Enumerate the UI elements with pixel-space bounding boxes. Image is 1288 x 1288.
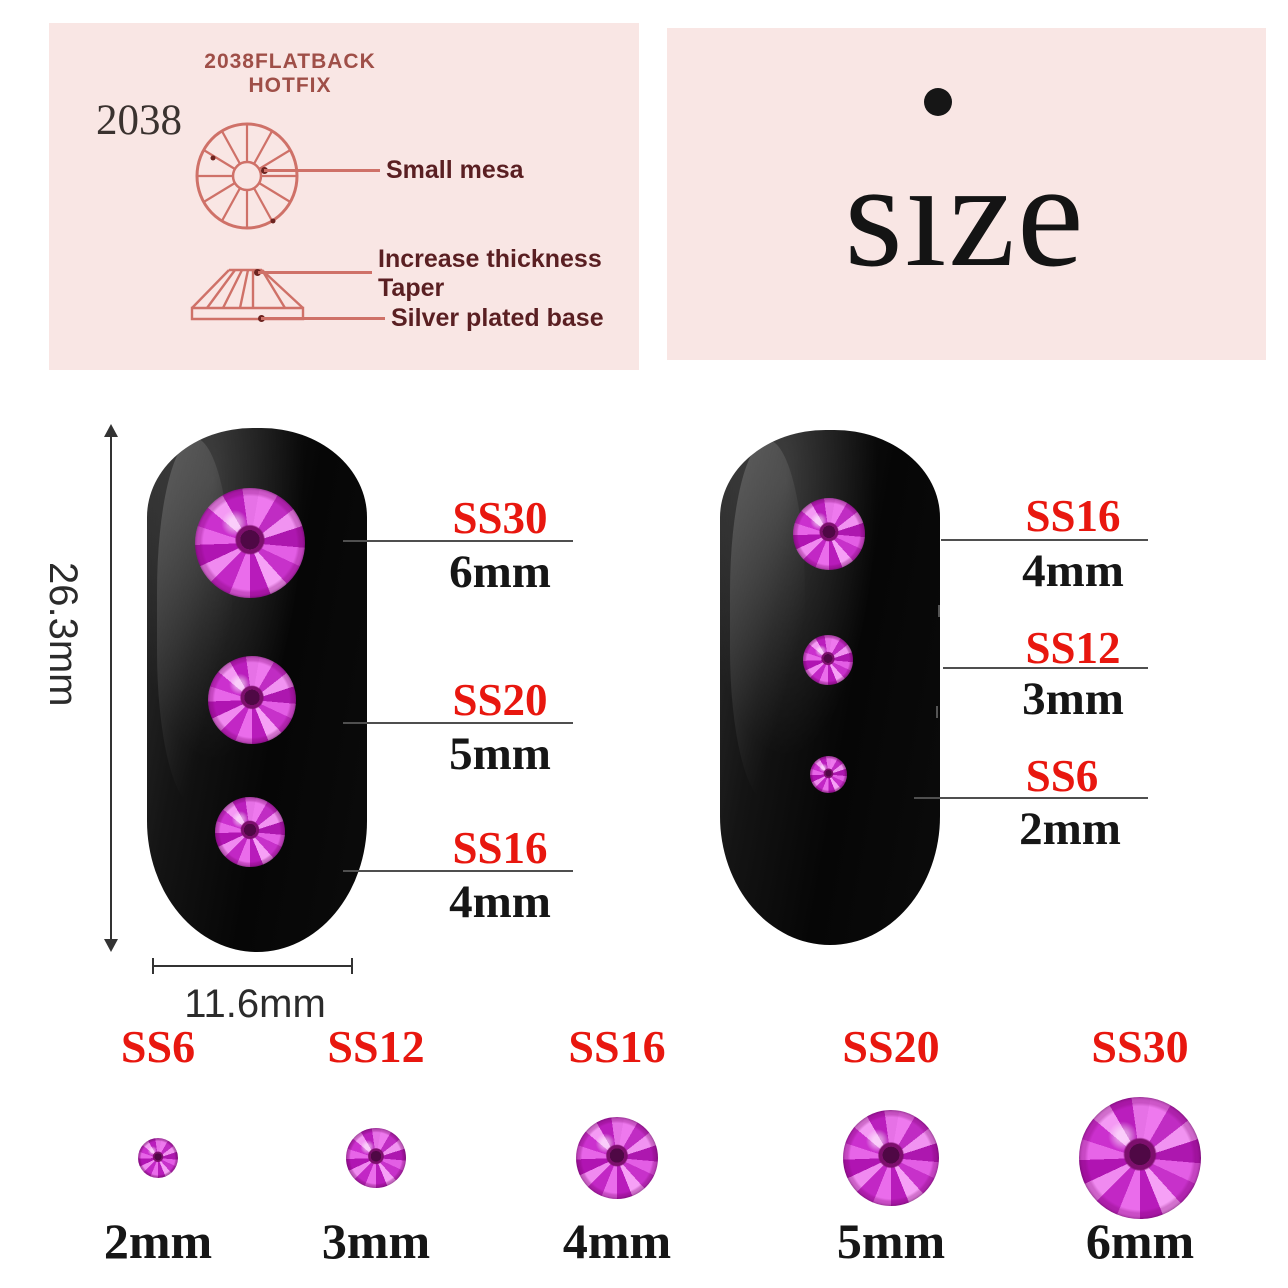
gem-ss12 (803, 635, 853, 685)
callout-size: 4mm (1022, 545, 1124, 597)
chart-code: SS30 (1091, 1021, 1189, 1072)
chart-code: SS20 (842, 1021, 940, 1072)
size-panel-title: sıze (844, 132, 1086, 298)
size-chart-column: SS20 5mm (796, 1021, 986, 1288)
size-chart-column: SS6 2mm (63, 1021, 253, 1288)
callout-code: SS12 (1025, 623, 1121, 673)
callout-line (343, 870, 573, 872)
callout-code: SS16 (452, 823, 548, 873)
spec-panel-title: 2038FLATBACK HOTFIX (204, 50, 376, 97)
callout-line (343, 540, 573, 542)
callout-line (343, 722, 573, 724)
thickness-anchor-dot (254, 269, 261, 276)
left-nail (147, 428, 367, 952)
size-title-dot (924, 88, 952, 116)
height-dimension-line (110, 436, 112, 940)
rhinestone-side-view-diagram (190, 268, 305, 321)
size-panel: sıze (667, 28, 1266, 360)
chart-code: SS12 (327, 1021, 425, 1072)
chart-gem-ss16 (576, 1117, 658, 1199)
chart-size: 4mm (562, 1213, 672, 1269)
nail-width-label: 11.6mm (184, 982, 326, 1026)
chart-gem-ss12 (346, 1128, 406, 1188)
callout-size: 4mm (449, 876, 551, 928)
nail-height-label: 26.3mm (41, 562, 85, 707)
base-leader-line (261, 317, 385, 320)
size-chart-column: SS16 4mm (522, 1021, 712, 1288)
gem-ss16 (793, 498, 865, 570)
chart-size: 6mm (1085, 1213, 1195, 1269)
width-dimension-line (153, 965, 352, 967)
dim-arrow-top (104, 424, 118, 437)
gem-ss20 (208, 656, 296, 744)
chart-size: 2mm (103, 1213, 213, 1269)
base-label: Silver plated base (391, 304, 604, 332)
width-dim-tick-right (351, 958, 353, 974)
gem-ss16 (215, 797, 285, 867)
callout-line (943, 667, 1148, 669)
callout-code: SS6 (1025, 751, 1099, 801)
gem-ss30 (195, 488, 305, 598)
callout-code: SS16 (1025, 491, 1121, 541)
callout-line (914, 797, 1148, 799)
size-chart-column: SS12 3mm (281, 1021, 471, 1288)
taper-label: Taper (378, 274, 445, 302)
rhinestone-top-view-diagram (195, 122, 299, 230)
chart-gem-ss20 (843, 1110, 939, 1206)
model-number: 2038 (96, 97, 182, 144)
thickness-leader-line (258, 271, 372, 274)
callout-size: 5mm (449, 728, 551, 780)
chart-gem-ss6 (138, 1138, 178, 1178)
size-chart-column: SS30 6mm (1045, 1021, 1235, 1288)
chart-size: 3mm (321, 1213, 431, 1269)
mesa-leader-line (264, 169, 380, 172)
chart-gem-ss30 (1079, 1097, 1201, 1219)
right-nail (720, 430, 940, 945)
spec-panel: 2038FLATBACK HOTFIX 2038 (49, 23, 639, 370)
callout-size: 6mm (449, 546, 551, 598)
chart-size: 5mm (836, 1213, 946, 1269)
mesa-label: Small mesa (386, 156, 524, 184)
gem-ss6 (810, 756, 847, 793)
thickness-label: Increase thickness (378, 245, 602, 273)
nail-edge-tick (938, 605, 940, 617)
dim-arrow-bottom (104, 939, 118, 952)
nail-edge-tick (936, 706, 938, 718)
chart-code: SS16 (568, 1021, 666, 1072)
callout-code: SS20 (452, 675, 548, 725)
chart-code: SS6 (120, 1021, 196, 1072)
callout-code: SS30 (452, 493, 548, 543)
callout-size: 3mm (1022, 673, 1124, 725)
callout-size: 2mm (1019, 803, 1121, 855)
callout-line (941, 539, 1148, 541)
